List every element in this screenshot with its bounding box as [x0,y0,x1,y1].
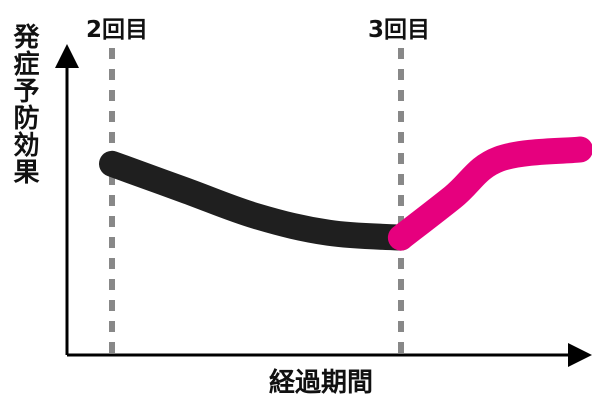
x-axis-arrow [568,343,592,367]
series-line-after-booster [387,136,592,251]
dose-label-3: 3回目 [368,17,430,43]
y-axis-label: 発症予防効果 [9,23,40,185]
y-axis-arrow [55,44,79,68]
dose-label-2: 2回目 [86,17,148,43]
x-axis-label: 経過期間 [269,367,373,398]
series-line-before-booster [99,150,414,251]
